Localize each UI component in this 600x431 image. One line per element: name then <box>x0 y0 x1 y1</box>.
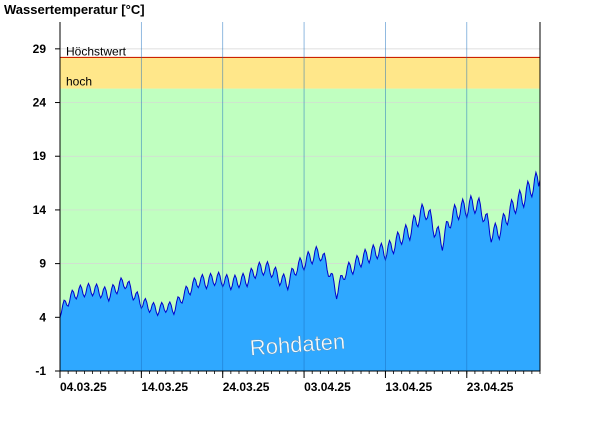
y-tick-label: 24 <box>33 96 47 110</box>
x-tick-label: 23.04.25 <box>467 380 514 394</box>
x-tick-label: 14.03.25 <box>141 380 188 394</box>
band-label-hoch: hoch <box>66 74 92 88</box>
x-tick-label: 03.04.25 <box>304 380 351 394</box>
y-tick-label: 14 <box>33 203 47 217</box>
series-line <box>59 170 541 318</box>
threshold-label: Höchstwert <box>66 44 127 58</box>
y-tick-label: 19 <box>33 149 47 163</box>
y-axis-title: Wassertemperatur [°C] <box>4 2 145 17</box>
y-tick-label: -1 <box>35 364 46 378</box>
x-tick-label: 13.04.25 <box>385 380 432 394</box>
series-area <box>60 172 540 371</box>
x-tick-label: 04.03.25 <box>60 380 107 394</box>
y-tick-label: 4 <box>39 310 46 324</box>
band-hoch <box>60 57 540 89</box>
y-tick-label: 29 <box>33 42 47 56</box>
x-tick-label: 24.03.25 <box>223 380 270 394</box>
y-tick-label: 9 <box>39 257 46 271</box>
